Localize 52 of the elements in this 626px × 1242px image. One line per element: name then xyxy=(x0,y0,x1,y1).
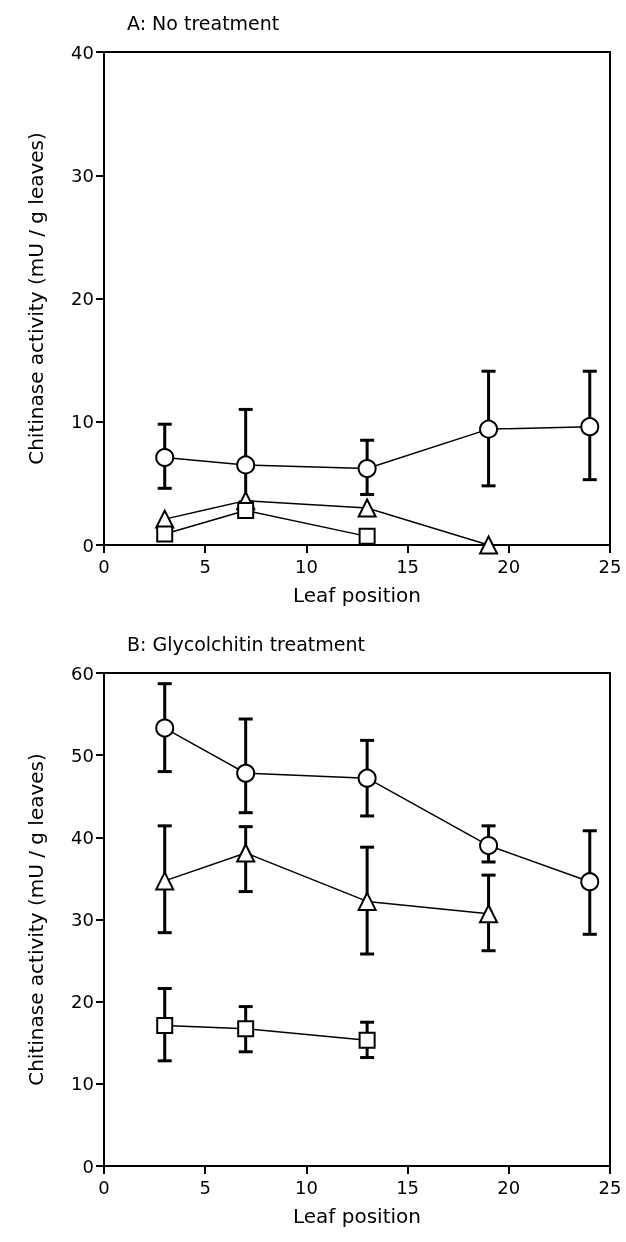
point xyxy=(479,836,499,856)
x-axis-title: Leaf position xyxy=(293,583,421,607)
x-tick-label: 0 xyxy=(98,1176,110,1198)
point xyxy=(155,448,175,467)
point xyxy=(580,872,600,892)
x-tick-label: 10 xyxy=(294,1176,318,1198)
y-tick-label: 60 xyxy=(71,662,94,684)
y-tick-label: 40 xyxy=(71,41,94,63)
x-tick-label: 0 xyxy=(98,555,110,577)
x-axis-title: Leaf position xyxy=(293,1204,421,1228)
x-tick-label: 25 xyxy=(598,555,622,577)
y-axis-title: Chitinase activity (mU / g leaves) xyxy=(24,132,48,465)
point xyxy=(156,525,174,543)
y-tick-label: 30 xyxy=(71,909,94,930)
point xyxy=(236,455,256,475)
y-tick-label: 50 xyxy=(71,744,94,766)
point xyxy=(357,459,377,479)
point xyxy=(479,419,499,439)
point xyxy=(358,527,376,545)
x-tick-label: 5 xyxy=(199,555,211,577)
chart-title: A: No treatment xyxy=(127,11,280,34)
point xyxy=(237,501,255,519)
y-tick-label: 20 xyxy=(71,288,94,309)
x-tick-label: 10 xyxy=(294,555,318,577)
chart-title: B: Glycolchitin treatment xyxy=(127,632,365,655)
point xyxy=(155,871,175,891)
x-tick-label: 20 xyxy=(497,1176,521,1198)
point xyxy=(479,535,499,555)
point xyxy=(155,718,175,738)
point xyxy=(237,1020,255,1038)
point xyxy=(236,763,256,783)
point xyxy=(357,768,377,788)
y-axis-title: Chitinase activity (mU / g leaves) xyxy=(24,753,48,1086)
point xyxy=(236,843,256,863)
y-tick-label: 10 xyxy=(71,411,94,433)
point xyxy=(479,904,499,924)
y-tick-label: 30 xyxy=(71,164,94,186)
x-tick-label: 20 xyxy=(497,555,521,577)
point xyxy=(358,1031,376,1049)
point xyxy=(156,1016,174,1034)
y-tick-label: 0 xyxy=(82,534,94,556)
point xyxy=(357,498,377,518)
y-tick-label: 0 xyxy=(82,1155,94,1177)
point xyxy=(580,417,600,437)
y-tick-label: 20 xyxy=(71,991,94,1013)
x-tick-label: 25 xyxy=(598,1176,622,1198)
y-tick-label: 10 xyxy=(71,1073,94,1095)
x-tick-label: 15 xyxy=(396,1176,420,1198)
x-tick-label: 5 xyxy=(199,1176,211,1198)
x-tick-label: 15 xyxy=(396,555,420,577)
point xyxy=(357,891,377,911)
y-tick-label: 40 xyxy=(71,826,94,848)
